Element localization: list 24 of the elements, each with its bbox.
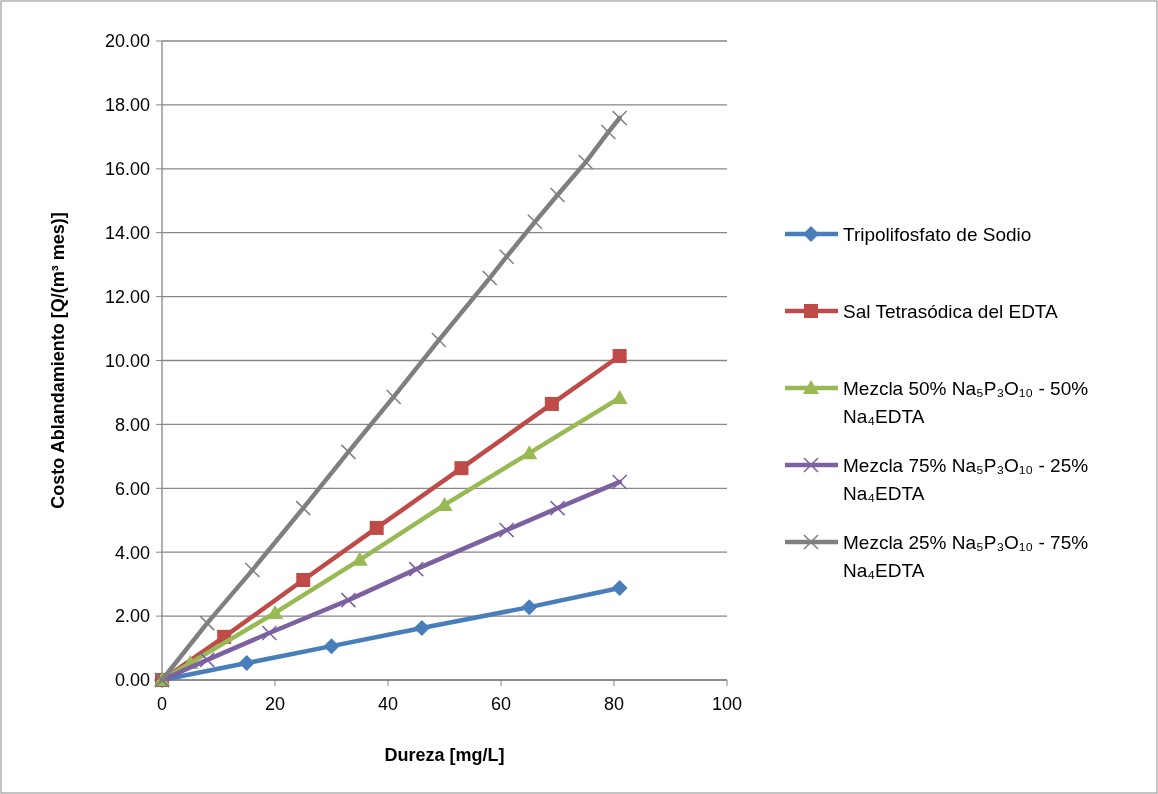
legend-label: Mezcla 50% Na₅P₃O₁₀ - 50% Na₄EDTA [843,377,1089,428]
x-tick-label: 20 [264,694,286,714]
x-tick-label: 60 [490,694,512,714]
y-tick-label: 12.00 [104,286,150,307]
y-tick-label: 2.00 [114,606,150,627]
y-axis-title: Costo Ablandamiento [Q/(m³ mes)] [48,212,68,509]
y-tick-label: 8.00 [114,414,150,435]
x-tick-label: 80 [603,694,625,714]
y-tick-label: 14.00 [104,223,150,243]
x-tick-label: 40 [377,694,399,714]
y-tick-label: 20.00 [104,31,150,52]
legend-label: Mezcla 25% Na₅P₃O₁₀ - 75% Na₄EDTA [843,531,1089,582]
y-tick-label: 6.00 [114,478,150,499]
x-tick-label: 100 [711,694,743,714]
y-tick-label: 18.00 [104,95,150,116]
legend-label: Mezcla 75% Na₅P₃O₁₀ - 25% Na₄EDTA [843,454,1089,505]
legend-label: Sal Tetrasódica del EDTA [843,300,1059,322]
x-tick-label: 0 [156,694,168,714]
x-axis-title: Dureza [mg/L] [384,745,505,765]
y-tick-label: 10.00 [104,350,150,371]
y-tick-label: 16.00 [104,159,150,180]
y-tick-label: 4.00 [114,542,150,563]
legend-label: Tripolifosfato de Sodio [843,223,1032,245]
y-tick-label: 0.00 [114,670,150,691]
